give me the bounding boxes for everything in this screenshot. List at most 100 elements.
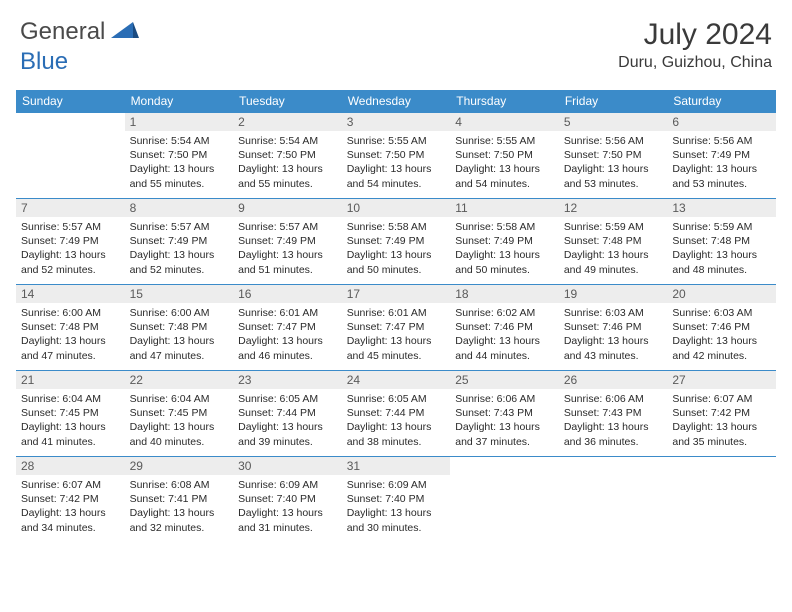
day-header: Sunday bbox=[16, 90, 125, 113]
day-number: 14 bbox=[16, 285, 125, 303]
day-body: Sunrise: 6:00 AMSunset: 7:48 PMDaylight:… bbox=[125, 303, 234, 366]
day-body: Sunrise: 5:57 AMSunset: 7:49 PMDaylight:… bbox=[125, 217, 234, 280]
sunset-line: Sunset: 7:43 PM bbox=[455, 406, 554, 420]
logo-triangle-icon bbox=[111, 20, 139, 45]
sunset-line: Sunset: 7:47 PM bbox=[347, 320, 446, 334]
sunset-line: Sunset: 7:48 PM bbox=[21, 320, 120, 334]
day-body: Sunrise: 5:56 AMSunset: 7:49 PMDaylight:… bbox=[667, 131, 776, 194]
daylight-line: Daylight: 13 hours and 43 minutes. bbox=[564, 334, 663, 362]
day-body: Sunrise: 6:00 AMSunset: 7:48 PMDaylight:… bbox=[16, 303, 125, 366]
location: Duru, Guizhou, China bbox=[618, 54, 772, 72]
sunrise-line: Sunrise: 6:04 AM bbox=[130, 392, 229, 406]
sunrise-line: Sunrise: 6:09 AM bbox=[347, 478, 446, 492]
day-number: 6 bbox=[667, 113, 776, 131]
sunrise-line: Sunrise: 6:03 AM bbox=[672, 306, 771, 320]
sunrise-line: Sunrise: 6:05 AM bbox=[238, 392, 337, 406]
sunrise-line: Sunrise: 6:07 AM bbox=[672, 392, 771, 406]
day-number: 23 bbox=[233, 371, 342, 389]
daylight-line: Daylight: 13 hours and 31 minutes. bbox=[238, 506, 337, 534]
day-number: 13 bbox=[667, 199, 776, 217]
sunrise-line: Sunrise: 5:58 AM bbox=[455, 220, 554, 234]
day-cell: 9Sunrise: 5:57 AMSunset: 7:49 PMDaylight… bbox=[233, 199, 342, 285]
day-number: 16 bbox=[233, 285, 342, 303]
sunset-line: Sunset: 7:46 PM bbox=[564, 320, 663, 334]
day-cell: 22Sunrise: 6:04 AMSunset: 7:45 PMDayligh… bbox=[125, 371, 234, 457]
sunrise-line: Sunrise: 6:08 AM bbox=[130, 478, 229, 492]
day-body: Sunrise: 5:57 AMSunset: 7:49 PMDaylight:… bbox=[233, 217, 342, 280]
day-body: Sunrise: 6:07 AMSunset: 7:42 PMDaylight:… bbox=[667, 389, 776, 452]
day-cell: 14Sunrise: 6:00 AMSunset: 7:48 PMDayligh… bbox=[16, 285, 125, 371]
day-cell: 30Sunrise: 6:09 AMSunset: 7:40 PMDayligh… bbox=[233, 457, 342, 543]
sunset-line: Sunset: 7:46 PM bbox=[455, 320, 554, 334]
daylight-line: Daylight: 13 hours and 52 minutes. bbox=[130, 248, 229, 276]
sunrise-line: Sunrise: 6:01 AM bbox=[347, 306, 446, 320]
day-cell: 20Sunrise: 6:03 AMSunset: 7:46 PMDayligh… bbox=[667, 285, 776, 371]
day-body: Sunrise: 5:55 AMSunset: 7:50 PMDaylight:… bbox=[342, 131, 451, 194]
daylight-line: Daylight: 13 hours and 32 minutes. bbox=[130, 506, 229, 534]
day-body: Sunrise: 5:54 AMSunset: 7:50 PMDaylight:… bbox=[125, 131, 234, 194]
sunrise-line: Sunrise: 6:06 AM bbox=[455, 392, 554, 406]
sunrise-line: Sunrise: 6:01 AM bbox=[238, 306, 337, 320]
day-body: Sunrise: 6:02 AMSunset: 7:46 PMDaylight:… bbox=[450, 303, 559, 366]
sunset-line: Sunset: 7:45 PM bbox=[130, 406, 229, 420]
day-cell bbox=[450, 457, 559, 543]
day-cell: 10Sunrise: 5:58 AMSunset: 7:49 PMDayligh… bbox=[342, 199, 451, 285]
day-body: Sunrise: 5:57 AMSunset: 7:49 PMDaylight:… bbox=[16, 217, 125, 280]
day-number: 27 bbox=[667, 371, 776, 389]
day-cell: 24Sunrise: 6:05 AMSunset: 7:44 PMDayligh… bbox=[342, 371, 451, 457]
daylight-line: Daylight: 13 hours and 38 minutes. bbox=[347, 420, 446, 448]
week-row: 1Sunrise: 5:54 AMSunset: 7:50 PMDaylight… bbox=[16, 113, 776, 199]
month-title: July 2024 bbox=[618, 18, 772, 52]
day-body: Sunrise: 6:09 AMSunset: 7:40 PMDaylight:… bbox=[233, 475, 342, 538]
day-number: 12 bbox=[559, 199, 668, 217]
daylight-line: Daylight: 13 hours and 54 minutes. bbox=[455, 162, 554, 190]
sunrise-line: Sunrise: 5:59 AM bbox=[672, 220, 771, 234]
day-number: 29 bbox=[125, 457, 234, 475]
day-body: Sunrise: 5:59 AMSunset: 7:48 PMDaylight:… bbox=[559, 217, 668, 280]
sunset-line: Sunset: 7:40 PM bbox=[347, 492, 446, 506]
day-body: Sunrise: 5:56 AMSunset: 7:50 PMDaylight:… bbox=[559, 131, 668, 194]
day-cell bbox=[16, 113, 125, 199]
daylight-line: Daylight: 13 hours and 42 minutes. bbox=[672, 334, 771, 362]
daylight-line: Daylight: 13 hours and 52 minutes. bbox=[21, 248, 120, 276]
header: General July 2024 Duru, Guizhou, China bbox=[0, 0, 792, 82]
sunset-line: Sunset: 7:50 PM bbox=[130, 148, 229, 162]
day-cell bbox=[667, 457, 776, 543]
day-number: 28 bbox=[16, 457, 125, 475]
day-cell: 16Sunrise: 6:01 AMSunset: 7:47 PMDayligh… bbox=[233, 285, 342, 371]
sunset-line: Sunset: 7:48 PM bbox=[672, 234, 771, 248]
daylight-line: Daylight: 13 hours and 34 minutes. bbox=[21, 506, 120, 534]
day-body: Sunrise: 5:58 AMSunset: 7:49 PMDaylight:… bbox=[342, 217, 451, 280]
logo: General bbox=[20, 18, 141, 46]
sunset-line: Sunset: 7:49 PM bbox=[238, 234, 337, 248]
sunrise-line: Sunrise: 6:04 AM bbox=[21, 392, 120, 406]
day-cell: 2Sunrise: 5:54 AMSunset: 7:50 PMDaylight… bbox=[233, 113, 342, 199]
sunrise-line: Sunrise: 5:58 AM bbox=[347, 220, 446, 234]
sunset-line: Sunset: 7:48 PM bbox=[130, 320, 229, 334]
daylight-line: Daylight: 13 hours and 50 minutes. bbox=[455, 248, 554, 276]
daylight-line: Daylight: 13 hours and 37 minutes. bbox=[455, 420, 554, 448]
day-number: 15 bbox=[125, 285, 234, 303]
day-cell: 6Sunrise: 5:56 AMSunset: 7:49 PMDaylight… bbox=[667, 113, 776, 199]
day-cell: 19Sunrise: 6:03 AMSunset: 7:46 PMDayligh… bbox=[559, 285, 668, 371]
sunset-line: Sunset: 7:43 PM bbox=[564, 406, 663, 420]
week-row: 14Sunrise: 6:00 AMSunset: 7:48 PMDayligh… bbox=[16, 285, 776, 371]
daylight-line: Daylight: 13 hours and 54 minutes. bbox=[347, 162, 446, 190]
day-number: 10 bbox=[342, 199, 451, 217]
day-header: Wednesday bbox=[342, 90, 451, 113]
sunrise-line: Sunrise: 6:07 AM bbox=[21, 478, 120, 492]
day-cell: 7Sunrise: 5:57 AMSunset: 7:49 PMDaylight… bbox=[16, 199, 125, 285]
sunrise-line: Sunrise: 5:54 AM bbox=[238, 134, 337, 148]
sunset-line: Sunset: 7:49 PM bbox=[130, 234, 229, 248]
day-cell: 31Sunrise: 6:09 AMSunset: 7:40 PMDayligh… bbox=[342, 457, 451, 543]
day-body: Sunrise: 6:01 AMSunset: 7:47 PMDaylight:… bbox=[342, 303, 451, 366]
day-number: 1 bbox=[125, 113, 234, 131]
title-block: July 2024 Duru, Guizhou, China bbox=[618, 18, 772, 72]
sunset-line: Sunset: 7:44 PM bbox=[238, 406, 337, 420]
day-cell: 25Sunrise: 6:06 AMSunset: 7:43 PMDayligh… bbox=[450, 371, 559, 457]
sunrise-line: Sunrise: 5:57 AM bbox=[238, 220, 337, 234]
sunset-line: Sunset: 7:41 PM bbox=[130, 492, 229, 506]
sunrise-line: Sunrise: 6:00 AM bbox=[21, 306, 120, 320]
day-body: Sunrise: 5:59 AMSunset: 7:48 PMDaylight:… bbox=[667, 217, 776, 280]
sunrise-line: Sunrise: 6:06 AM bbox=[564, 392, 663, 406]
